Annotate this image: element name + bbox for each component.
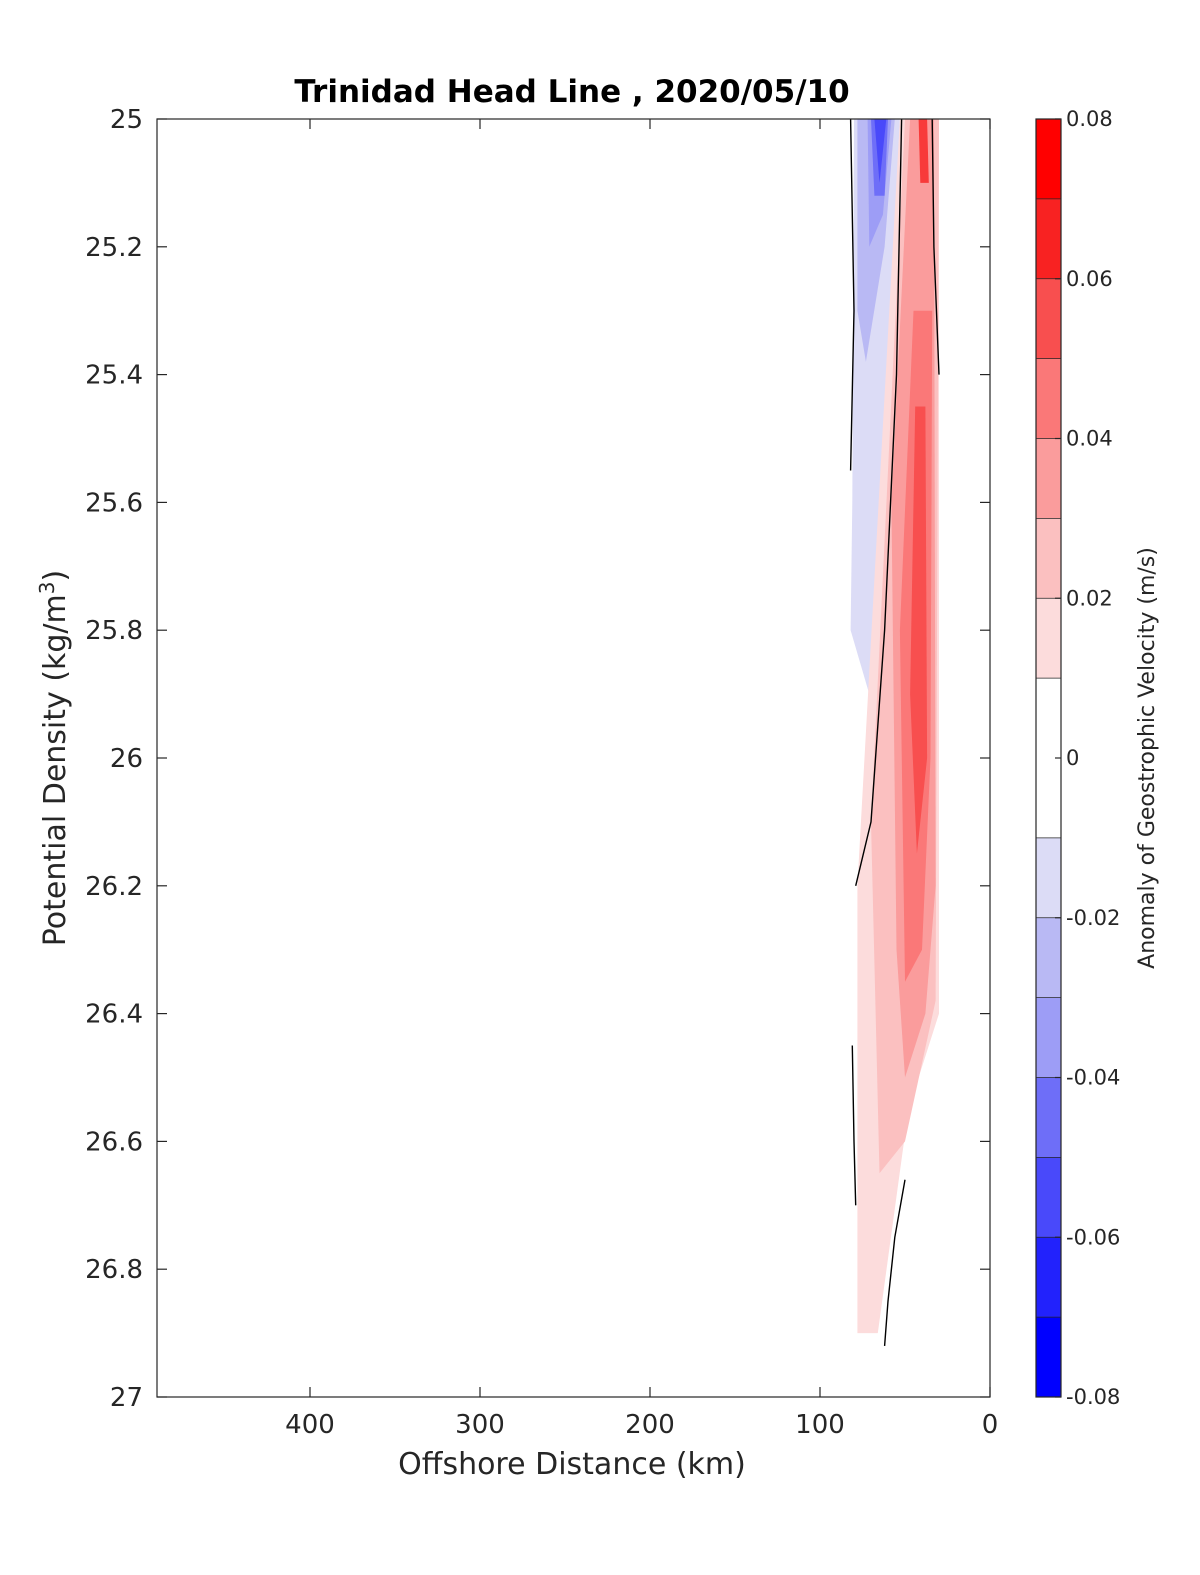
y-tick-label: 26.2	[85, 872, 143, 902]
colorbar-swatch	[1036, 758, 1061, 838]
x-axis-ticks: 400 300 200 100 0	[285, 119, 998, 1440]
y-tick-label: 26	[110, 744, 143, 774]
zero-contour-0	[849, 118, 855, 471]
colorbar-swatch	[1036, 1317, 1061, 1397]
colorbar-swatch	[1036, 997, 1061, 1078]
colorbar-tick-label: 0.06	[1066, 267, 1113, 291]
colorbar-swatch	[1036, 598, 1061, 679]
colorbar-swatch	[1036, 837, 1061, 918]
x-tick-label: 100	[795, 1410, 845, 1440]
colorbar-swatch	[1036, 1237, 1061, 1318]
y-tick-label: 27	[110, 1383, 143, 1413]
colorbar-tick-label: 0.04	[1066, 427, 1113, 451]
colorbar-swatch	[1036, 358, 1061, 439]
colorbar: -0.08 -0.06 -0.04 -0.02 0 0.02 0.04 0.06 0.08	[1035, 107, 1120, 1409]
x-tick-label: 0	[982, 1410, 999, 1440]
y-axis-label: Potential Density (kg/m3)	[35, 570, 73, 946]
zero-contour-3	[851, 1045, 857, 1206]
colorbar-swatch	[1036, 917, 1061, 998]
colorbar-tick-label: -0.04	[1066, 1066, 1120, 1090]
colorbar-swatch	[1036, 119, 1061, 199]
colorbar-tick-label: -0.02	[1066, 906, 1120, 930]
colorbar-swatch	[1036, 518, 1061, 599]
contour-region-4	[874, 119, 887, 183]
colorbar-swatch	[1036, 438, 1061, 519]
colorbar-label: Anomaly of Geostrophic Velocity (m/s)	[1135, 547, 1160, 969]
contour-region-9	[910, 406, 928, 854]
colorbar-swatch	[1036, 1077, 1061, 1158]
y-tick-label: 25.4	[85, 361, 143, 391]
zero-contour-1	[855, 118, 903, 886]
y-tick-label: 26.8	[85, 1255, 143, 1285]
y-tick-label: 25.8	[85, 616, 143, 646]
y-axis-ticks: 25 25.2 25.4 25.6 25.8 26 26.2 26.4 26.6 26.8 27	[85, 105, 990, 1413]
y-tick-label: 26.4	[85, 1000, 143, 1030]
chart-title: Trinidad Head Line , 2020/05/10	[294, 74, 849, 110]
zero-contour-lines	[849, 118, 940, 1346]
y-tick-label: 25.2	[85, 233, 143, 263]
colorbar-swatch	[1036, 678, 1061, 758]
colorbar-tick-label: -0.06	[1066, 1225, 1120, 1249]
x-tick-label: 200	[625, 1410, 675, 1440]
x-tick-label: 400	[285, 1410, 335, 1440]
zero-contour-4	[883, 1179, 906, 1346]
y-tick-label: 26.6	[85, 1127, 143, 1157]
colorbar-tick-label: 0.08	[1066, 107, 1113, 131]
colorbar-tick-label: -0.08	[1066, 1385, 1120, 1409]
colorbar-swatch	[1036, 198, 1061, 279]
x-axis-label: Offshore Distance (km)	[398, 1447, 746, 1482]
colorbar-swatch	[1036, 1157, 1061, 1238]
y-tick-label: 25	[110, 105, 143, 135]
contour-region-10	[918, 119, 929, 183]
y-tick-label: 25.6	[85, 488, 143, 518]
contour-fills	[850, 119, 939, 1334]
colorbar-tick-label: 0	[1066, 746, 1079, 770]
x-tick-label: 300	[455, 1410, 505, 1440]
zero-contour-2	[931, 118, 940, 375]
colorbar-tick-label: 0.02	[1066, 586, 1113, 610]
colorbar-swatch	[1036, 278, 1061, 359]
